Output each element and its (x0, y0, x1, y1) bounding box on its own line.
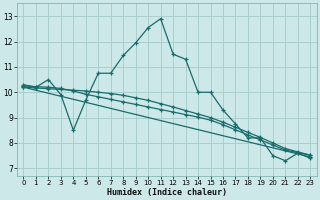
X-axis label: Humidex (Indice chaleur): Humidex (Indice chaleur) (107, 188, 227, 197)
